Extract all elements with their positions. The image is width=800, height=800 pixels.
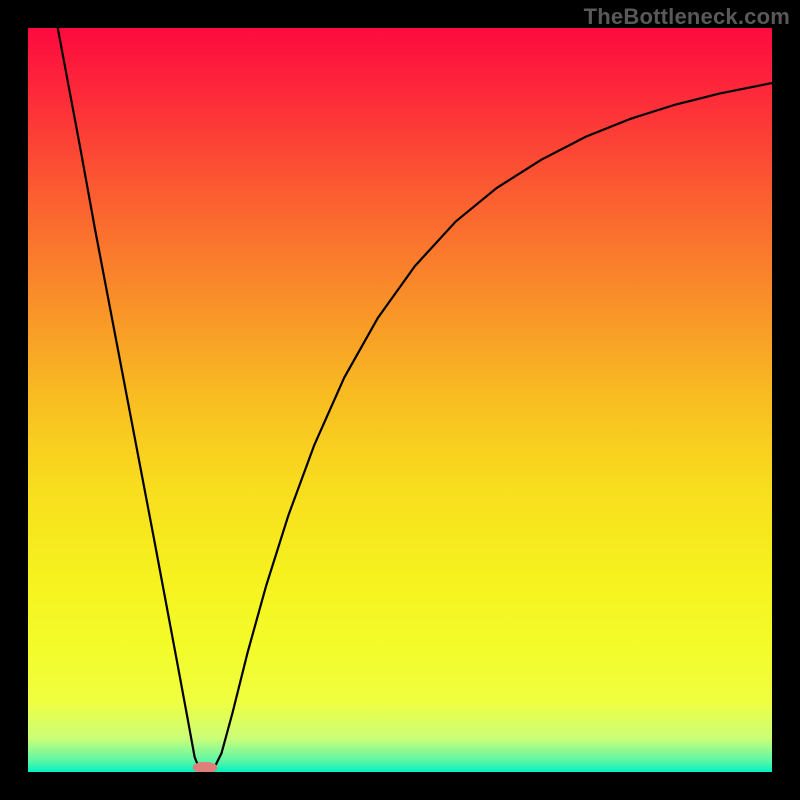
watermark-text: TheBottleneck.com (584, 4, 790, 30)
bottleneck-chart (0, 0, 800, 800)
plot-background (28, 28, 772, 772)
chart-container: TheBottleneck.com (0, 0, 800, 800)
optimal-point-marker (193, 762, 217, 772)
